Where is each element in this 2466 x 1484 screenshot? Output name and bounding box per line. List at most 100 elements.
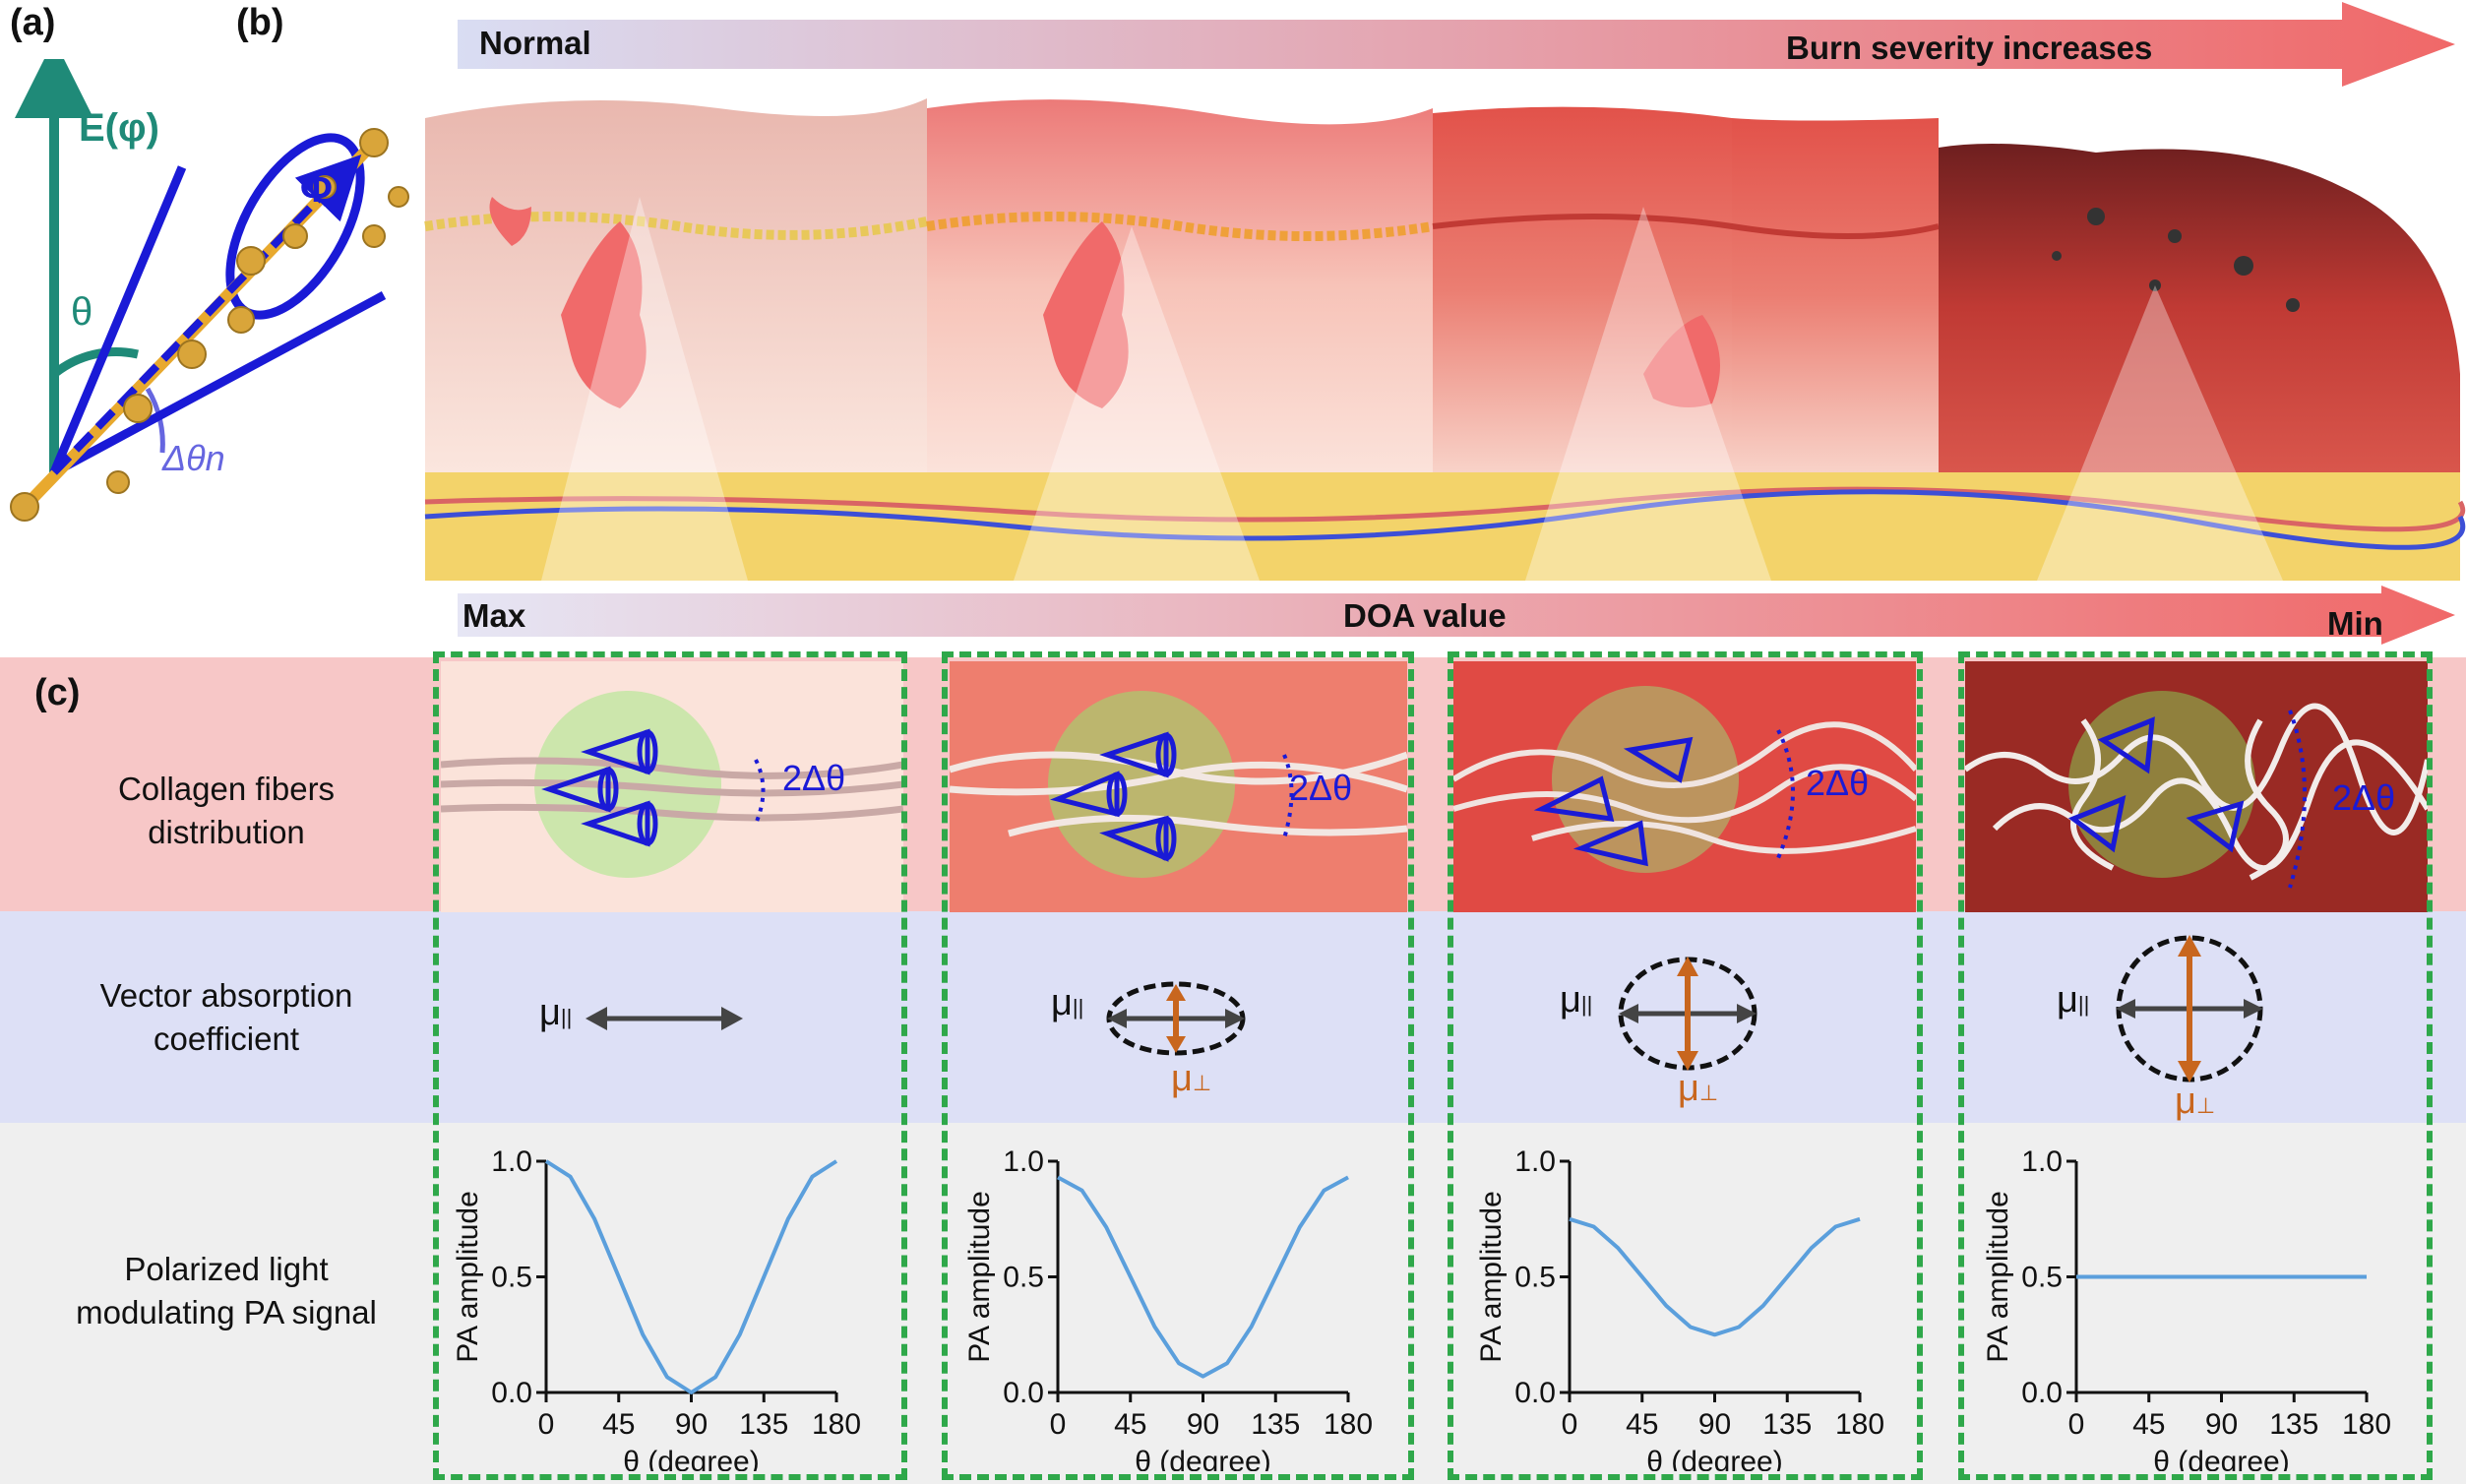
pa-signal-chart-4: 0.0 0.5 1.0 0 45 90 135 180 θ (degree) PA amplitu… — [1982, 1145, 2391, 1471]
skin-burn-illustration — [424, 98, 2466, 581]
mu-parallel-3-sub: || — [1580, 992, 1593, 1017]
collagen-tile-4 — [1965, 661, 2428, 912]
x-tick-label: 90 — [1187, 1408, 1219, 1441]
x-tick-label: 90 — [675, 1408, 708, 1441]
min-label: Min — [2327, 605, 2383, 642]
burn-severity-label: Burn severity increases — [1786, 30, 2153, 66]
skin-block-normal — [424, 98, 929, 472]
row-label-collagen-line1: Collagen fibers — [117, 771, 336, 807]
cone-edge-2 — [51, 291, 387, 476]
molecule-beads — [10, 128, 409, 522]
x-tick-label: 45 — [2132, 1408, 2165, 1441]
collagen-tile-2 — [950, 661, 1407, 912]
x-tick-label: 0 — [2068, 1408, 2085, 1441]
x-tick-label: 0 — [538, 1408, 555, 1441]
skin-block-moderate — [1432, 106, 1940, 473]
y-tick-label: 0.5 — [2021, 1262, 2063, 1294]
y-tick-label: 0.0 — [1514, 1377, 1556, 1409]
normal-label: Normal — [479, 25, 591, 61]
collagen-tile-3 — [1453, 661, 1916, 912]
row-label-collagen: Collagen fibers distribution — [30, 768, 423, 854]
absorption-ellipse-3 — [1618, 957, 1757, 1071]
y-tick-label: 0.0 — [2021, 1377, 2063, 1409]
y-tick-label: 0.5 — [1003, 1262, 1044, 1294]
row-label-collagen-line2: distribution — [148, 814, 305, 850]
column-box-1 — [433, 651, 907, 1480]
y-tick-label: 1.0 — [1514, 1145, 1556, 1178]
panel-label-c: (c) — [34, 672, 81, 713]
x-tick-label: 45 — [602, 1408, 635, 1441]
theta-label: θ — [71, 290, 93, 334]
x-tick-label: 135 — [1762, 1408, 1812, 1441]
phi-axis — [51, 154, 362, 475]
y-tick-label: 0.5 — [491, 1262, 532, 1294]
x-tick-label: 135 — [2269, 1408, 2318, 1441]
mu-perp-2-sub: ⊥ — [1192, 1071, 1212, 1095]
row-label-absorption-line2: coefficient — [154, 1020, 299, 1057]
mu-parallel-2: μ|| — [1051, 982, 1083, 1024]
panel-label-a: (a) — [10, 2, 56, 43]
y-tick-label: 0.5 — [1514, 1262, 1556, 1294]
y-axis-title: PA amplitude — [1982, 1191, 2014, 1363]
mu-parallel-2-symbol: μ — [1051, 982, 1073, 1023]
mu-parallel-1: μ|| — [539, 992, 572, 1034]
row-label-absorption: Vector absorption coefficient — [30, 974, 423, 1061]
x-axis-title: θ (degree) — [623, 1446, 759, 1471]
y-axis-title: PA amplitude — [1475, 1191, 1508, 1363]
y-tick-label: 1.0 — [1003, 1145, 1044, 1178]
x-tick-label: 135 — [1251, 1408, 1300, 1441]
mu-perp-3-sub: ⊥ — [1698, 1081, 1719, 1105]
absorption-arrow-1 — [586, 1007, 743, 1030]
mu-parallel-1-symbol: μ — [539, 992, 561, 1033]
mu-parallel-3: μ|| — [1560, 979, 1592, 1021]
skin-block-severe — [1939, 144, 2460, 472]
mu-parallel-2-sub: || — [1072, 995, 1084, 1020]
mu-perp-4-symbol: μ — [2175, 1081, 2196, 1122]
doa-value-label: DOA value — [1343, 597, 1507, 634]
e-field-label: E(φ) — [79, 106, 159, 150]
skin-block-mild — [926, 99, 1434, 472]
mu-perp-4: μ⊥ — [2175, 1081, 2215, 1123]
panel-a-diagram — [10, 59, 409, 522]
mu-parallel-1-sub: || — [560, 1005, 573, 1029]
x-tick-label: 180 — [2342, 1408, 2391, 1441]
mu-parallel-3-symbol: μ — [1560, 979, 1581, 1020]
column-box-4 — [1958, 651, 2433, 1480]
spread-label-2: 2Δθ — [1289, 768, 1353, 808]
spread-label-4: 2Δθ — [2332, 777, 2396, 818]
mu-perp-2: μ⊥ — [1171, 1058, 1211, 1100]
mu-perp-2-symbol: μ — [1171, 1058, 1193, 1099]
y-tick-label: 0.0 — [1003, 1377, 1044, 1409]
x-axis-title: θ (degree) — [1646, 1446, 1782, 1471]
absorption-circle-4 — [2116, 935, 2263, 1082]
x-tick-label: 180 — [1835, 1408, 1884, 1441]
mu-perp-3-symbol: μ — [1678, 1068, 1699, 1109]
mu-perp-3: μ⊥ — [1678, 1068, 1718, 1110]
pa-signal-chart-3: 0.0 0.5 1.0 0 45 90 135 180 θ (degree) PA amplitu… — [1475, 1145, 1884, 1471]
row-label-signal: Polarized light modulating PA signal — [30, 1248, 423, 1334]
x-tick-label: 0 — [1562, 1408, 1578, 1441]
x-tick-label: 45 — [1114, 1408, 1146, 1441]
light-beams — [541, 197, 2283, 581]
spread-label-3: 2Δθ — [1806, 763, 1870, 803]
theta-arc — [51, 347, 139, 378]
column-box-3 — [1448, 651, 1923, 1480]
absorption-ellipse-2 — [1106, 981, 1246, 1056]
cone-edge-1 — [49, 165, 187, 474]
doa-arrow — [458, 586, 2455, 645]
x-tick-label: 45 — [1626, 1408, 1658, 1441]
pa-amplitude-curve — [1057, 1175, 1349, 1379]
y-tick-label: 1.0 — [2021, 1145, 2063, 1178]
row-label-signal-line2: modulating PA signal — [76, 1294, 377, 1330]
x-axis-title: θ (degree) — [1135, 1446, 1270, 1471]
burn-severity-arrow — [458, 2, 2455, 87]
x-axis-title: θ (degree) — [2153, 1446, 2289, 1471]
y-tick-label: 0.0 — [491, 1377, 532, 1409]
pa-signal-chart-2: 0.0 0.5 1.0 0 45 90 135 180 θ (degree) PA amplitu… — [963, 1145, 1373, 1471]
x-tick-label: 90 — [1698, 1408, 1731, 1441]
fat-layer — [424, 472, 2466, 581]
mu-parallel-4: μ|| — [2057, 979, 2089, 1021]
pa-amplitude-curve — [1569, 1216, 1861, 1337]
panel-label-b: (b) — [236, 2, 284, 43]
row-label-signal-line1: Polarized light — [124, 1251, 329, 1287]
